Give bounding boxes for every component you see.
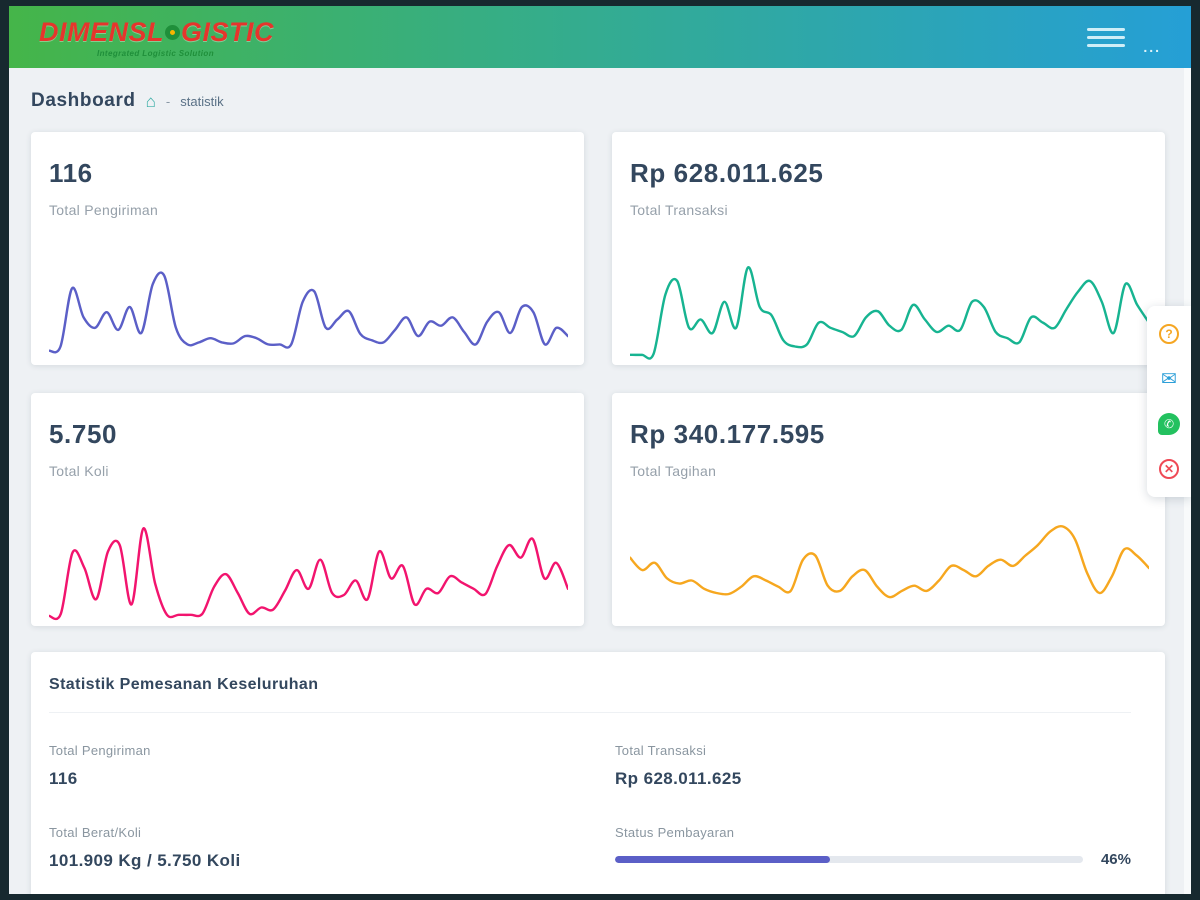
topbar-actions: ... [1087, 19, 1161, 56]
floating-action-panel: ? ✉ ✆ ✕ [1147, 306, 1191, 497]
field-total-transaksi: Total Transaksi Rp 628.011.625 [615, 743, 1131, 789]
card-total-koli: 5.750 Total Koli [31, 393, 584, 626]
breadcrumb-separator: - [165, 93, 171, 109]
field-value: 116 [49, 769, 78, 788]
page-title: Dashboard [31, 90, 136, 111]
card-total-tagihan: Rp 340.177.595 Total Tagihan [612, 393, 1165, 626]
whatsapp-icon[interactable]: ✆ [1153, 408, 1185, 440]
field-total-berat-koli: Total Berat/Koli 101.909 Kg / 5.750 Koli [49, 825, 565, 871]
main-content: Dashboard ⌂ - statistik 116 Total Pengir… [9, 68, 1191, 894]
home-icon[interactable]: ⌂ [145, 91, 156, 111]
progress-track [615, 856, 1083, 863]
card-total-pengiriman: 116 Total Pengiriman [31, 132, 584, 365]
logo-text-right: GISTIC [181, 16, 275, 47]
stat-label: Total Transaksi [630, 202, 728, 218]
field-total-pengiriman: Total Pengiriman 116 [49, 743, 565, 789]
summary-fields: Total Pengiriman 116 Total Transaksi Rp … [49, 743, 1131, 871]
field-label: Total Pengiriman [49, 743, 151, 758]
payment-progress: 46% [615, 851, 1131, 868]
help-icon[interactable]: ? [1153, 318, 1185, 350]
sparkline-chart-koli [49, 527, 568, 621]
top-header: DIMENSL GISTIC Integrated Logistic Soluti… [9, 6, 1191, 68]
company-logo[interactable]: DIMENSL GISTIC Integrated Logistic Soluti… [39, 17, 274, 58]
progress-percentage: 46% [1100, 851, 1131, 868]
summary-card: Statistik Pemesanan Keseluruhan Total Pe… [31, 652, 1165, 894]
field-label: Total Transaksi [615, 743, 707, 758]
logo-o-icon [165, 24, 180, 40]
mail-icon[interactable]: ✉ [1153, 363, 1185, 395]
overflow-dots-icon[interactable]: ... [1143, 38, 1161, 55]
stat-value: 116 [49, 158, 93, 188]
close-icon[interactable]: ✕ [1153, 453, 1185, 485]
progress-fill [615, 856, 831, 863]
stat-value: 5.750 [49, 419, 118, 449]
card-total-transaksi: Rp 628.011.625 Total Transaksi [612, 132, 1165, 365]
field-status-pembayaran: Status Pembayaran 46% [615, 825, 1131, 871]
field-value: Rp 628.011.625 [615, 769, 742, 788]
field-label: Total Berat/Koli [49, 825, 142, 840]
stat-cards-grid: 116 Total Pengiriman Rp 628.011.625 Tota… [31, 132, 1165, 626]
app-window: DIMENSL GISTIC Integrated Logistic Soluti… [9, 6, 1191, 894]
stat-label: Total Koli [49, 463, 109, 479]
summary-title: Statistik Pemesanan Keseluruhan [49, 676, 1131, 713]
logo-text-left: DIMENSL [39, 16, 164, 47]
sparkline-chart-transaksi [630, 266, 1149, 360]
hamburger-menu-icon[interactable] [1087, 19, 1126, 56]
whatsapp-bubble: ✆ [1158, 413, 1180, 435]
logo-text: DIMENSL GISTIC [39, 17, 274, 48]
stat-label: Total Tagihan [630, 463, 717, 479]
close-x-glyph: ✕ [1159, 459, 1179, 479]
stat-value: Rp 340.177.595 [630, 419, 825, 449]
breadcrumb: Dashboard ⌂ - statistik [31, 90, 1165, 112]
stat-label: Total Pengiriman [49, 202, 159, 218]
sparkline-chart-tagihan [630, 524, 1149, 599]
logo-tagline: Integrated Logistic Solution [97, 48, 214, 58]
breadcrumb-item-statistik[interactable]: statistik [180, 93, 224, 109]
stat-value: Rp 628.011.625 [630, 158, 824, 188]
envelope-glyph: ✉ [1161, 368, 1177, 390]
question-mark-glyph: ? [1159, 324, 1179, 344]
field-label: Status Pembayaran [615, 825, 735, 840]
field-value: 101.909 Kg / 5.750 Koli [49, 851, 241, 870]
sparkline-chart-pengiriman [49, 271, 568, 354]
